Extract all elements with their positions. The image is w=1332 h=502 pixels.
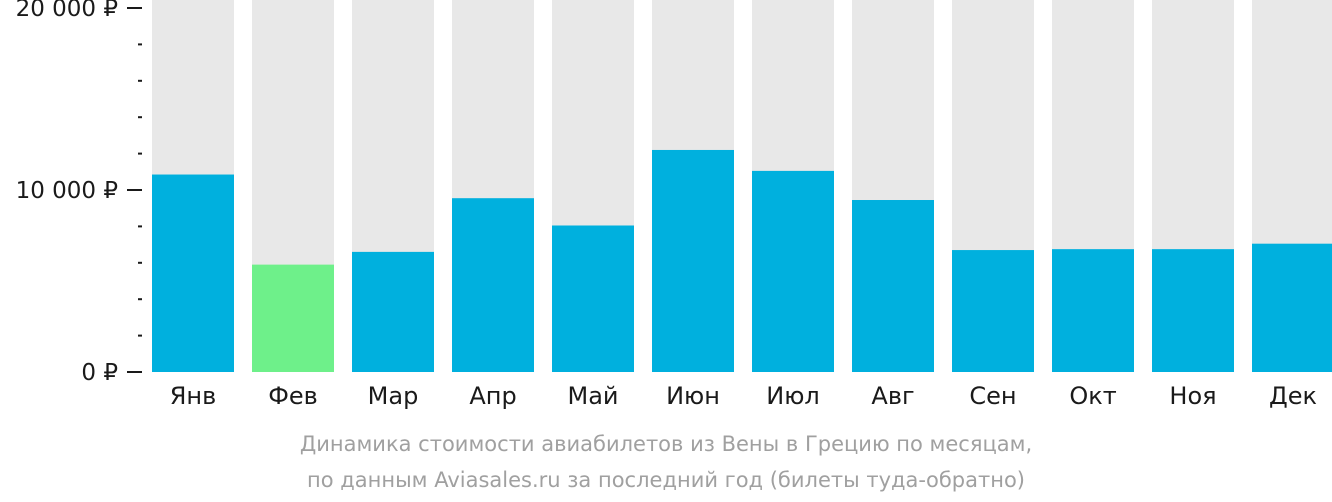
x-tick-label: Май <box>567 382 618 410</box>
bar <box>352 251 434 372</box>
bar <box>752 170 834 372</box>
price-chart: Янв Фев Мар Апр Май Июн Июл Авг Сен Окт Ноя Дек 0 ₽ 1… <box>16 0 1332 410</box>
bar <box>852 200 934 372</box>
bar <box>1152 249 1234 372</box>
x-tick-label: Ноя <box>1169 382 1216 410</box>
chart-caption-line-2: по данным Aviasales.ru за последний год … <box>307 468 1025 492</box>
x-tick-label: Июл <box>766 382 820 410</box>
chart-caption-line-1: Динамика стоимости авиабилетов из Вены в… <box>299 432 1033 456</box>
x-tick-label: Дек <box>1269 382 1317 410</box>
bar <box>152 174 234 372</box>
y-tick-label: 10 000 ₽ <box>16 178 118 204</box>
x-tick-label: Июн <box>666 382 720 410</box>
bar <box>952 250 1034 372</box>
bar <box>1252 243 1332 372</box>
bar <box>652 149 734 372</box>
y-tick-label: 20 000 ₽ <box>16 0 118 22</box>
bar <box>552 225 634 372</box>
x-tick-label: Окт <box>1069 382 1116 410</box>
bar <box>452 198 534 372</box>
x-tick-label: Сен <box>969 382 1016 410</box>
x-tick-label: Мар <box>368 382 419 410</box>
bar <box>1052 249 1134 372</box>
x-tick-label: Янв <box>170 382 217 410</box>
bar <box>252 264 334 372</box>
x-tick-label: Авг <box>871 382 914 410</box>
y-tick-label: 0 ₽ <box>81 360 118 386</box>
x-tick-label: Апр <box>469 382 516 410</box>
x-tick-label: Фев <box>268 382 318 410</box>
